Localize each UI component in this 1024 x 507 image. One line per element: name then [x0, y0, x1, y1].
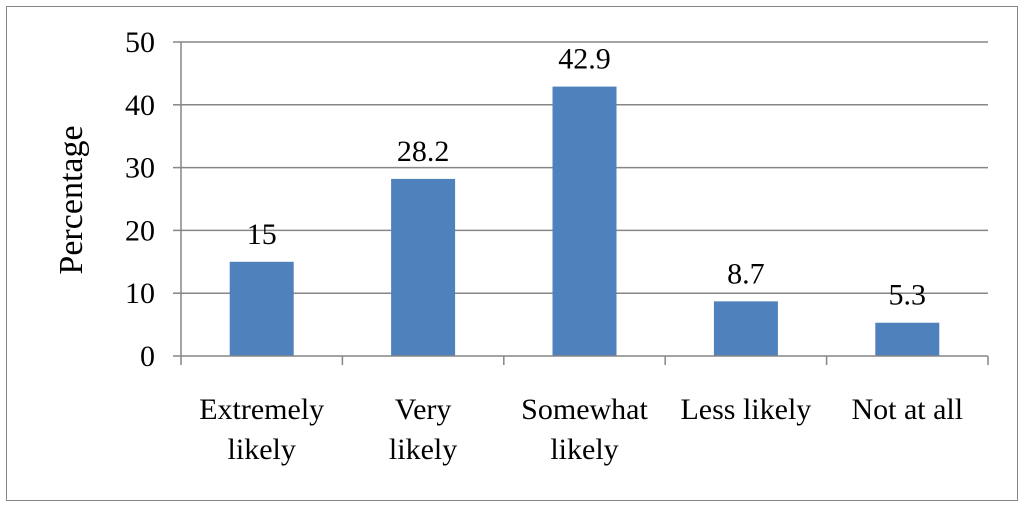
category-label: Extremely: [199, 393, 324, 426]
category-label: Somewhat: [521, 393, 648, 426]
y-axis-title: Percentage: [53, 125, 90, 274]
data-label: 42.9: [558, 43, 611, 76]
bars: [229, 86, 940, 356]
bar: [875, 322, 940, 356]
bar: [552, 86, 617, 356]
y-tick-label: 20: [125, 214, 155, 247]
y-tick-label: 30: [125, 152, 155, 185]
category-label: Very: [395, 393, 452, 426]
category-label: likely: [389, 433, 457, 466]
bar: [713, 301, 778, 356]
axes: [173, 41, 989, 365]
chart-frame: [6, 6, 1018, 501]
category-label: Not at all: [851, 393, 963, 426]
category-label: likely: [550, 433, 618, 466]
y-tick-label: 50: [125, 26, 155, 59]
bar: [391, 178, 456, 356]
y-tick-label: 40: [125, 89, 155, 122]
category-label: Less likely: [680, 393, 811, 426]
data-label: 5.3: [889, 279, 927, 312]
bar: [229, 261, 294, 356]
data-label: 28.2: [397, 135, 450, 168]
y-tick-label: 10: [125, 277, 155, 310]
data-label: 15: [247, 218, 277, 251]
data-label: 8.7: [727, 257, 765, 290]
y-tick-label: 0: [140, 340, 155, 373]
labels: 0 10 20 30 40 50 15 Extremely likely 28.2 Very like…: [125, 26, 963, 466]
category-label: likely: [228, 433, 296, 466]
